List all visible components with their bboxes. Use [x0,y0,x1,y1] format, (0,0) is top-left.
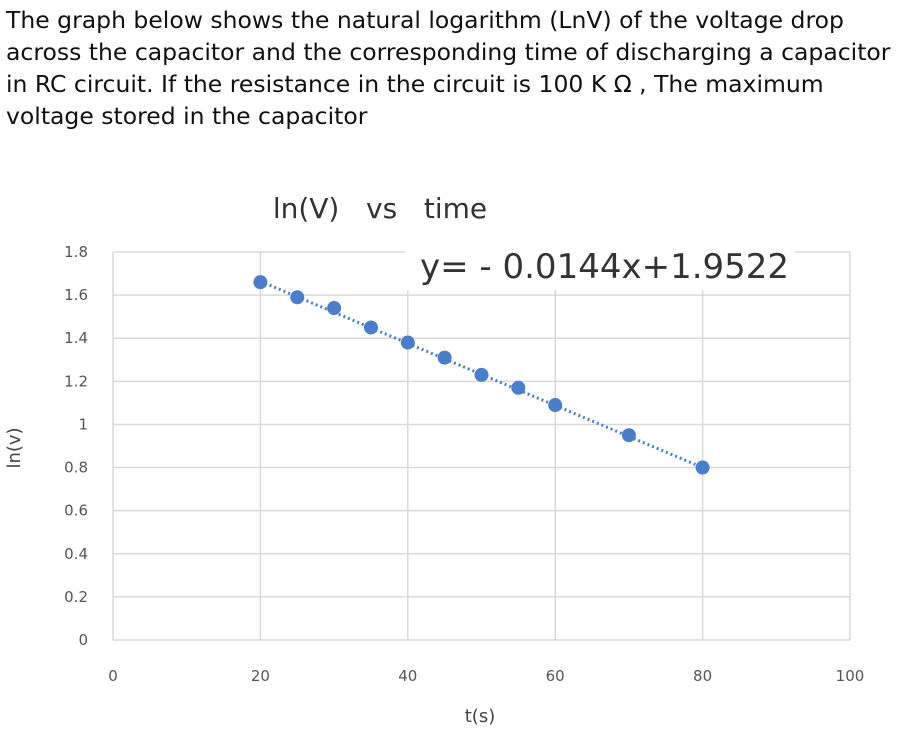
trendline-equation: y= - 0.0144x+1.9522 [420,247,789,287]
data-point [290,290,305,305]
question-text: The graph below shows the natural logari… [6,6,891,130]
y-tick-label: 1.4 [64,329,88,347]
data-point [327,301,342,316]
data-point [548,398,563,413]
x-axis-ticks: 0 20 40 60 80 100 [108,667,864,685]
x-tick-label: 100 [836,667,865,685]
data-points [253,275,710,475]
x-tick-label: 40 [398,667,417,685]
y-tick-label: 0 [78,631,88,649]
data-point [400,335,415,350]
data-point [621,428,636,443]
x-tick-label: 80 [693,667,712,685]
y-tick-label: 0.4 [64,545,88,563]
data-point [253,275,268,290]
y-axis-title: ln(v) [4,427,25,468]
equation-label-background [405,240,795,290]
x-tick-label: 60 [546,667,565,685]
x-tick-label: 20 [251,667,270,685]
x-tick-label: 0 [108,667,118,685]
x-axis-title: t(s) [465,706,495,727]
data-point [695,460,710,475]
chart-title: ln(V) vs time [273,192,487,225]
y-tick-label: 0.8 [64,459,88,477]
data-point [363,320,378,335]
y-tick-label: 1 [78,415,88,433]
data-point [437,350,452,365]
y-axis-ticks: 0 0.2 0.4 0.6 0.8 1 1.2 1.4 1.6 1.8 [64,243,88,649]
data-point [474,367,489,382]
y-tick-label: 0.2 [64,588,88,606]
y-tick-label: 1.8 [64,243,88,261]
y-tick-label: 0.6 [64,502,88,520]
y-tick-label: 1.6 [64,286,88,304]
y-tick-label: 1.2 [64,372,88,390]
data-point [511,380,526,395]
grid-lines [112,251,851,641]
